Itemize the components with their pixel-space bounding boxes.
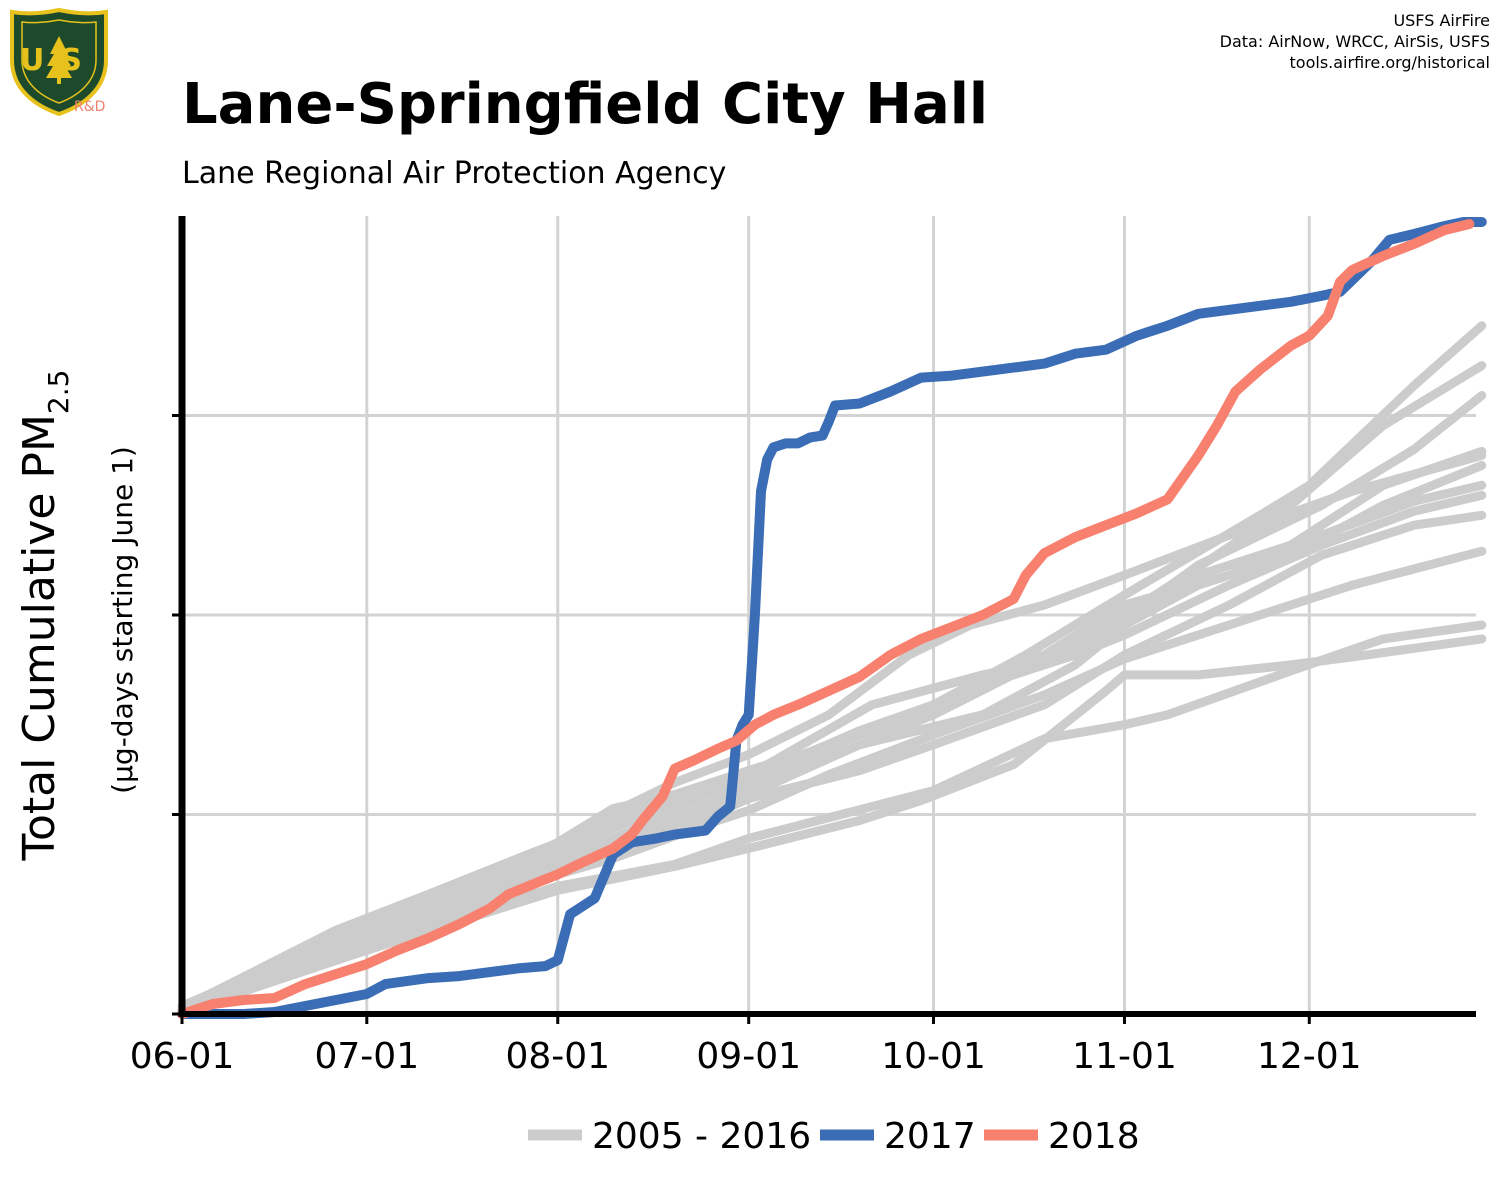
series-line-2005-2016 [177,450,1487,1013]
legend-label: 2005 - 2016 [592,1116,811,1157]
legend: 2005 - 2016 2017 2018 [528,1116,1140,1157]
legend-label: 2017 [884,1116,976,1157]
x-tick-label: 06-01 [130,1036,235,1077]
x-tick-label: 11-01 [1072,1036,1177,1077]
credit-line: USFS AirFire [1393,11,1490,30]
series-line-2005-2016 [177,480,1487,1015]
logo-tree-icon [46,36,72,78]
logo-badge: R&D [74,99,106,115]
x-tick-label: 09-01 [696,1036,801,1077]
series-line-2005-2016 [177,620,1487,1015]
y-axis-sublabel: (µg-days starting June 1) [106,446,139,794]
grid-lines [182,216,1476,1014]
series-line-2005-2016 [177,634,1487,1017]
credit-line: tools.airfire.org/historical [1289,53,1490,72]
chart-subtitle: Lane Regional Air Protection Agency [182,156,727,191]
series-layer [177,217,1487,1019]
logo-inner-band [21,19,97,104]
series-line-2018 [177,219,1475,1019]
y-axis-label-main: Total Cumulative PM [14,414,65,861]
legend-label: 2018 [1048,1116,1140,1157]
x-tick-label: 08-01 [505,1036,610,1077]
x-tick-labels: 06-01 07-01 08-01 09-01 10-01 11-01 12-01 [130,1014,1362,1077]
y-axis-label-sub: 2.5 [42,370,75,415]
chart-title: Lane-Springfield City Hall [182,72,989,137]
credits: USFS AirFire Data: AirNow, WRCC, AirSis,… [1220,10,1490,73]
axes [172,216,1476,1017]
usfs-logo: US [10,8,108,117]
y-axis-label: Total Cumulative PM2.5 [14,370,75,862]
x-tick-label: 12-01 [1257,1036,1362,1077]
x-tick-label: 10-01 [881,1036,986,1077]
x-tick-label: 07-01 [314,1036,419,1077]
series-line-2017 [177,217,1487,1019]
series-line-2005-2016 [177,361,1487,1015]
logo-tree-trunk [57,78,61,84]
credit-line: Data: AirNow, WRCC, AirSis, USFS [1219,32,1490,51]
